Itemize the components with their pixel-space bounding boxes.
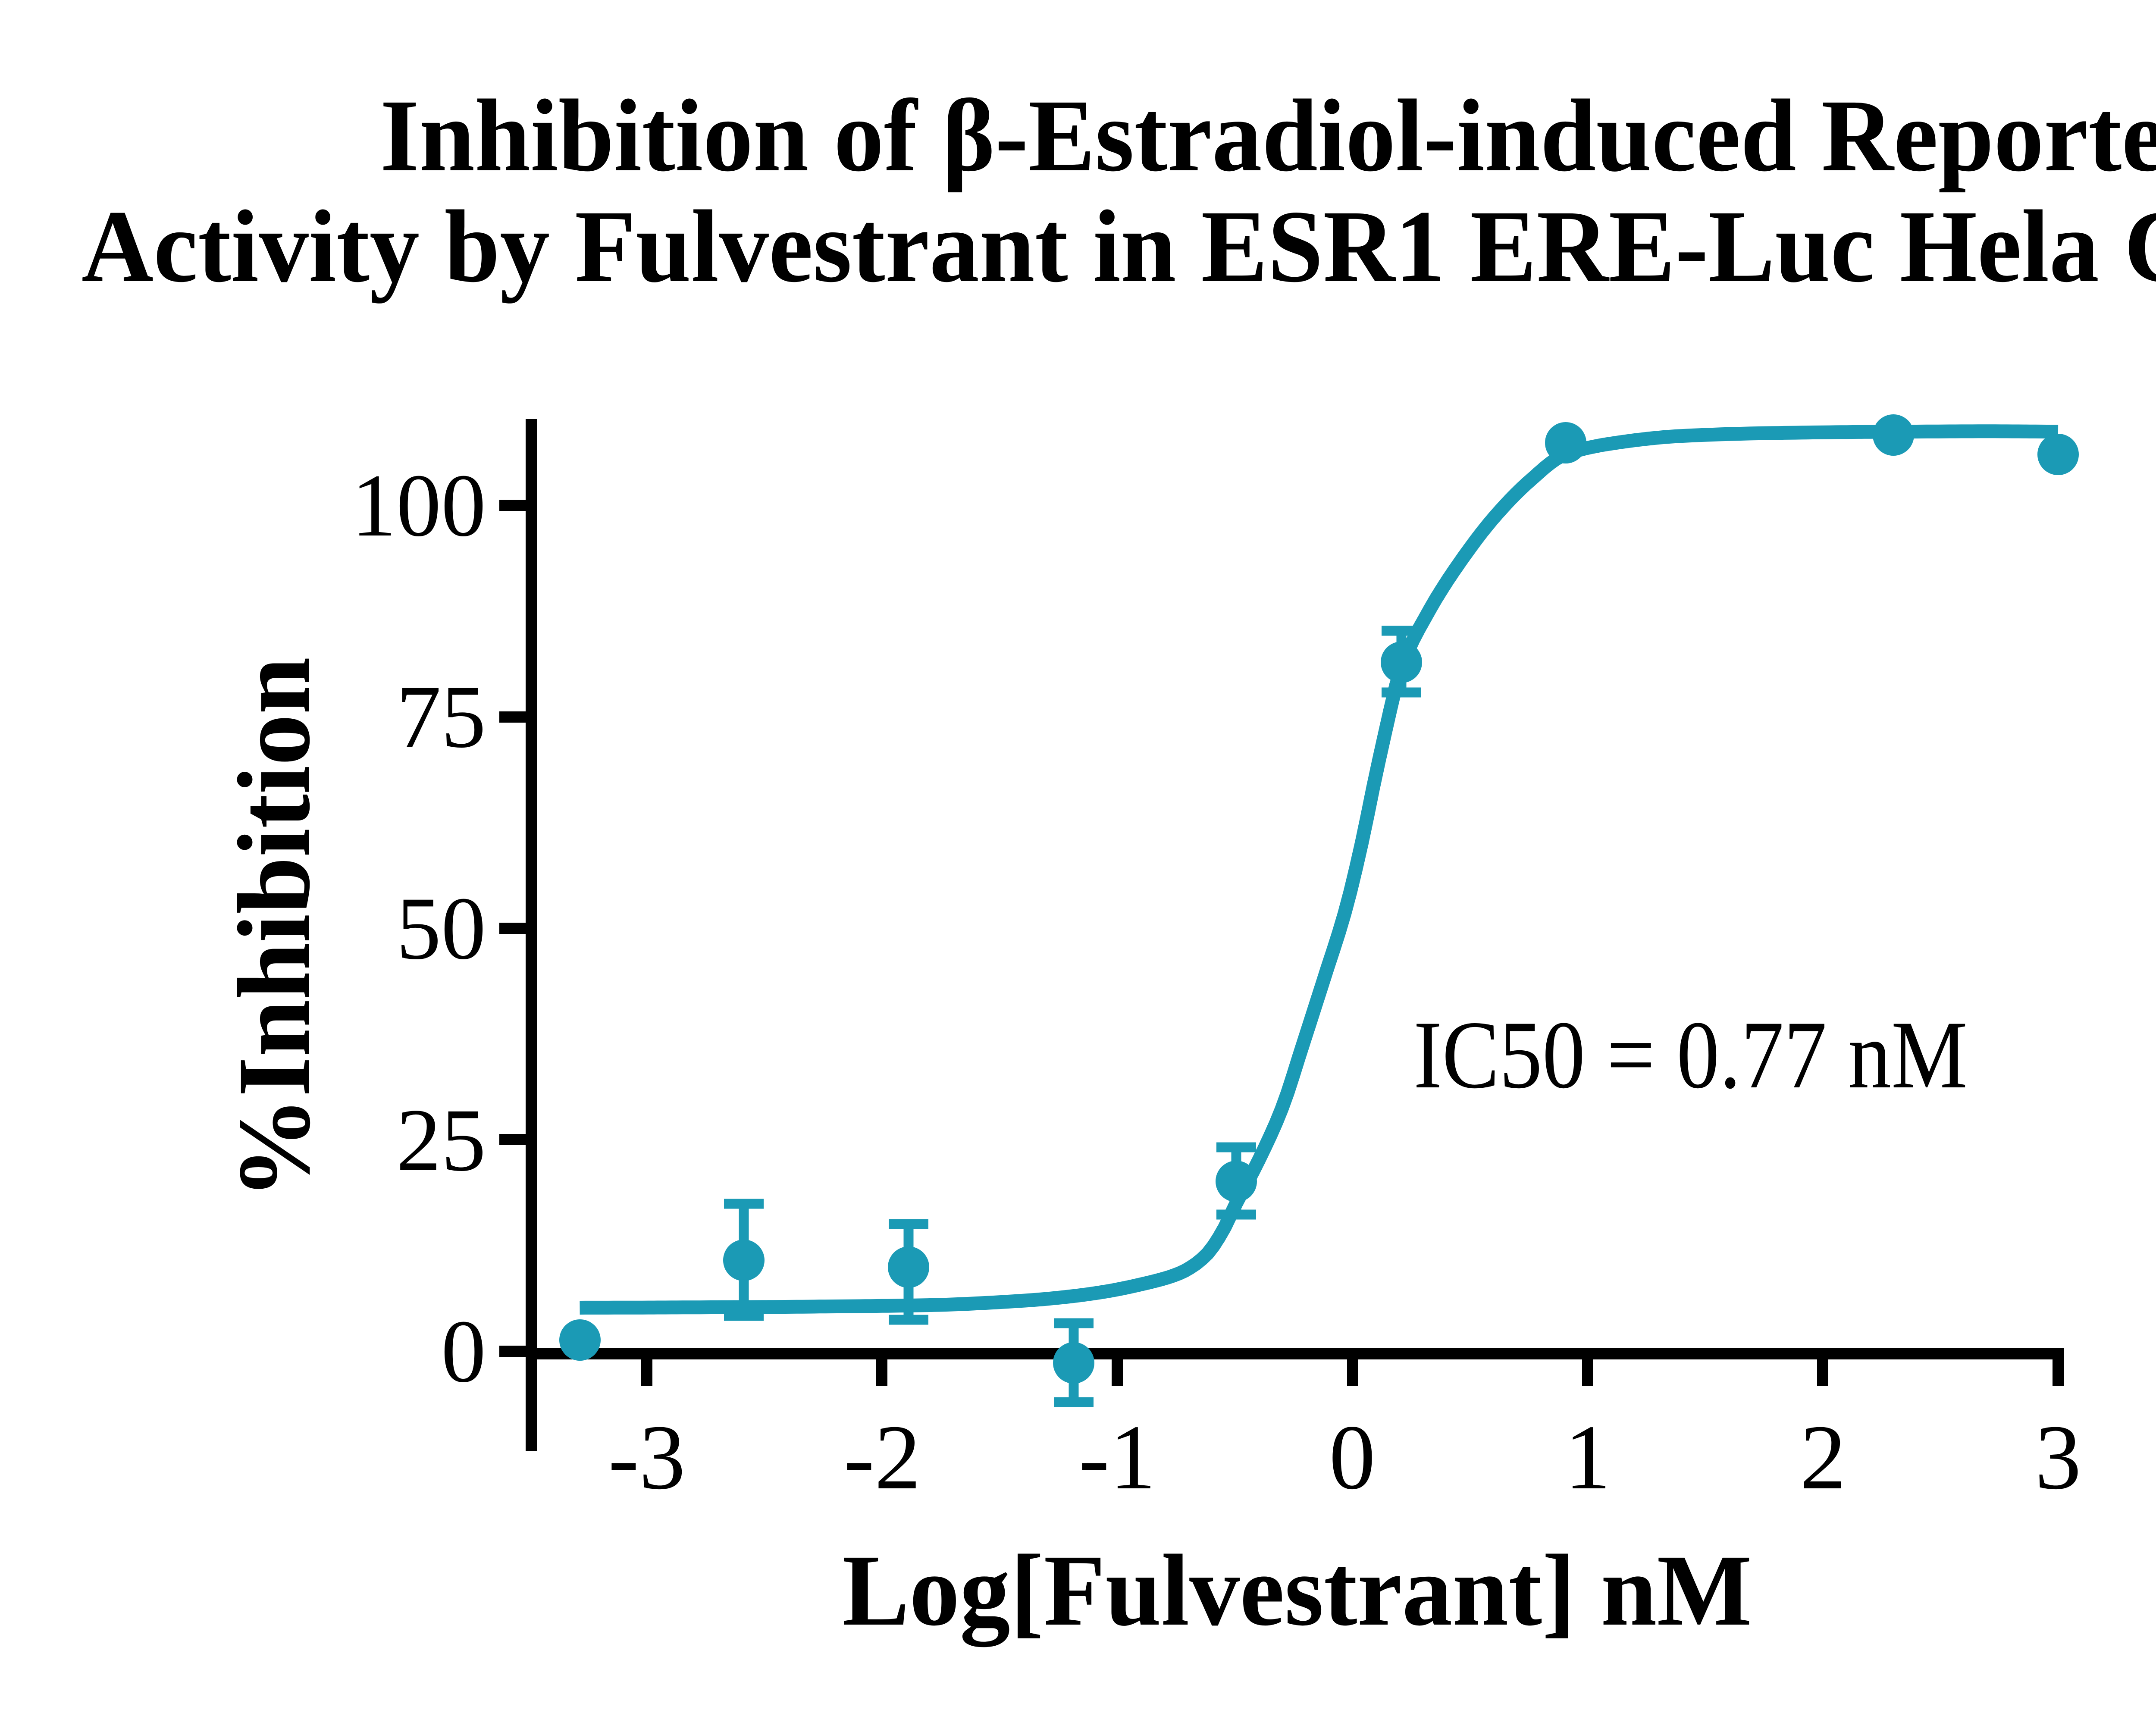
svg-text:100: 100 (351, 456, 486, 555)
svg-text:Log[Fulvestrant] nM: Log[Fulvestrant] nM (842, 1534, 1752, 1647)
svg-text:-3: -3 (608, 1406, 685, 1509)
svg-text:IC50 = 0.77 nM: IC50 = 0.77 nM (1413, 1001, 1968, 1109)
svg-text:50: 50 (396, 879, 486, 978)
svg-text:-2: -2 (843, 1406, 921, 1509)
svg-text:25: 25 (396, 1090, 486, 1190)
svg-text:1: 1 (1564, 1406, 1611, 1509)
svg-text:Inhibition of β-Estradiol-indu: Inhibition of β-Estradiol-induced Report… (380, 78, 2156, 193)
svg-text:3: 3 (2035, 1406, 2081, 1509)
svg-text:0: 0 (1329, 1406, 1376, 1509)
svg-text:%Inhibition: %Inhibition (216, 657, 331, 1199)
svg-text:-1: -1 (1078, 1406, 1156, 1509)
svg-text:2: 2 (1800, 1406, 1846, 1509)
svg-text:0: 0 (441, 1302, 486, 1401)
svg-text:Activity by Fulvestrant in ESR: Activity by Fulvestrant in ESR1 ERE-Luc … (81, 189, 2156, 304)
svg-text:75: 75 (396, 667, 486, 766)
